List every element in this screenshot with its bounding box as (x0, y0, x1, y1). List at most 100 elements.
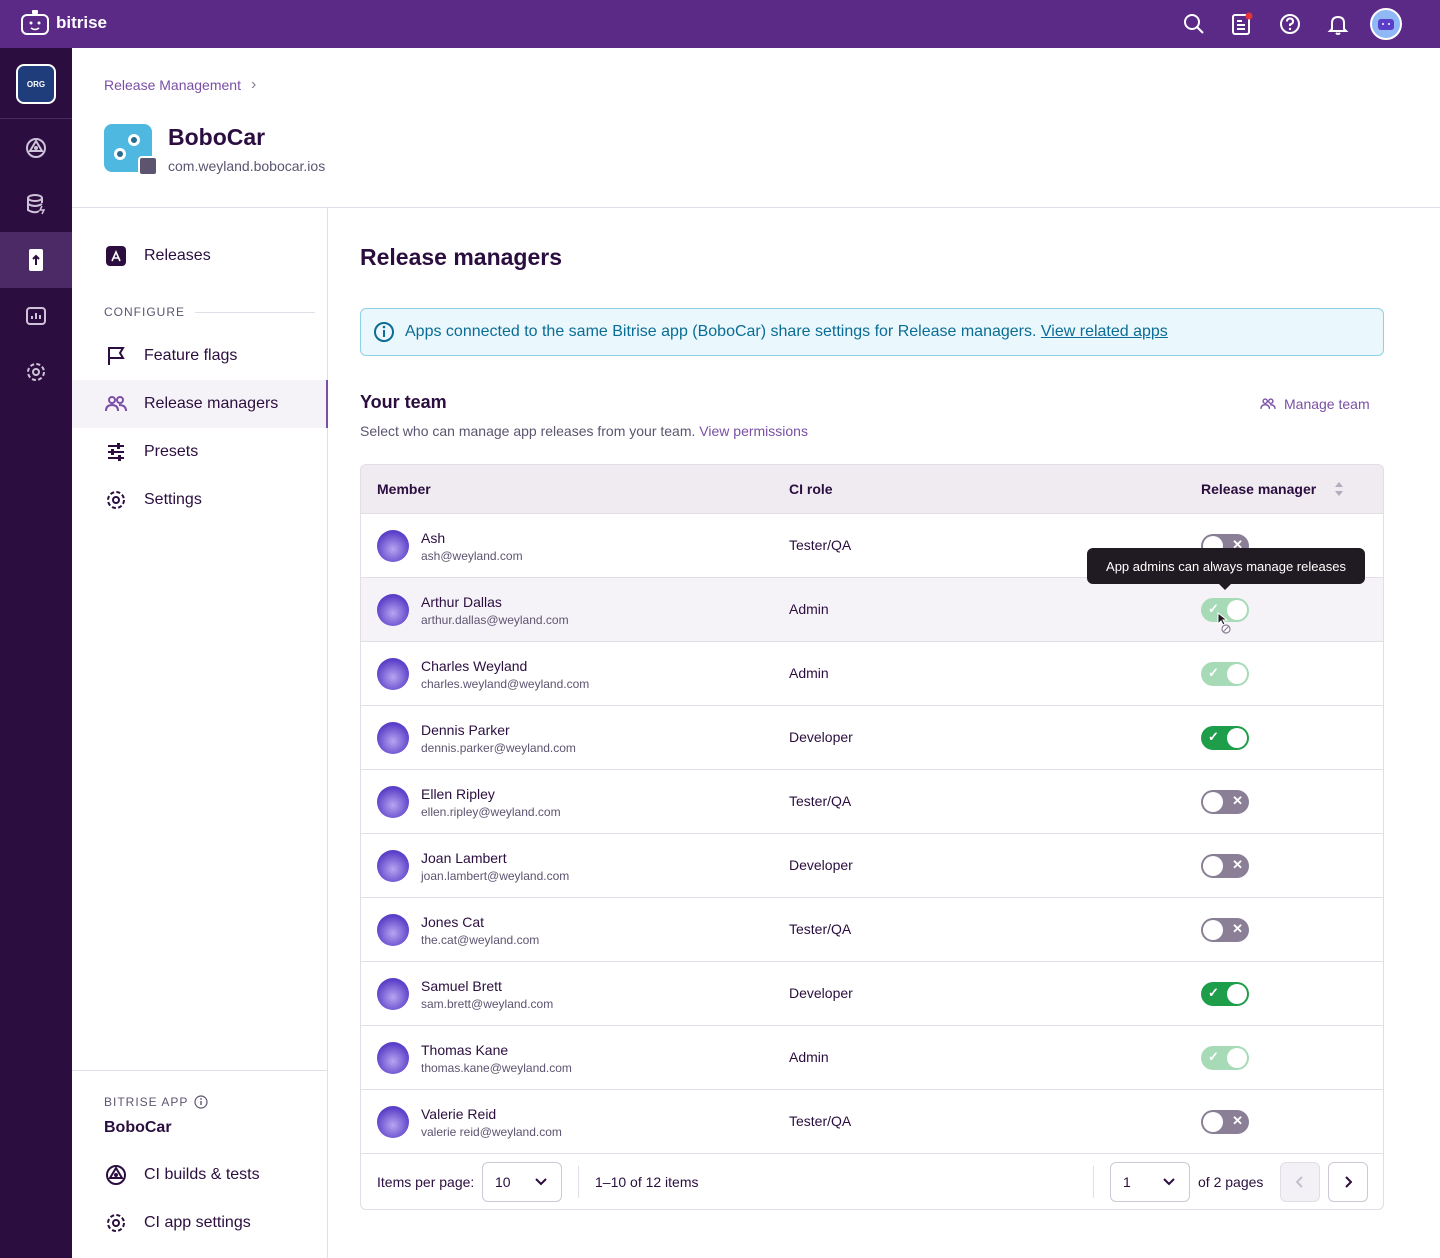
toggle-knob (1203, 792, 1223, 812)
member-email: sam.brett@weyland.com (421, 997, 554, 1011)
sidebar-item-label: Feature flags (144, 347, 238, 364)
column-ci-role: CI role (789, 481, 833, 497)
table-row: Ellen Ripley ellen.ripley@weyland.com Test… (361, 769, 1383, 833)
page-value: 1 (1123, 1174, 1131, 1190)
team-title: Your team (360, 392, 447, 412)
column-member: Member (377, 481, 431, 497)
member-name: Charles Weyland (421, 658, 528, 674)
ci-icon[interactable] (0, 120, 72, 176)
items-per-page-select[interactable]: 10 (482, 1162, 562, 1202)
avatar (377, 1042, 409, 1074)
check-icon: ✓ (1208, 1049, 1219, 1064)
table-header: Member CI role Release manager (361, 465, 1383, 513)
table-row: Thomas Kane thomas.kane@weyland.com Admin ✓ (361, 1025, 1383, 1089)
member-email: thomas.kane@weyland.com (421, 1061, 572, 1075)
release-manager-toggle[interactable]: ✕ (1201, 918, 1249, 942)
org-switcher[interactable]: ORG (16, 64, 56, 104)
changelog-icon[interactable] (1226, 8, 1258, 40)
next-page-button[interactable] (1328, 1162, 1368, 1202)
toggle-knob (1203, 920, 1223, 940)
sidebar-item-releases[interactable]: Releases (72, 232, 328, 280)
member-name: Valerie Reid (421, 1106, 497, 1122)
bitrise-app-name: BoboCar (104, 1119, 172, 1136)
bell-icon[interactable] (1322, 8, 1354, 40)
release-manager-toggle[interactable]: ✕ (1201, 790, 1249, 814)
avatar (377, 850, 409, 882)
member-email: charles.weyland@weyland.com (421, 677, 590, 691)
rail-divider (0, 118, 72, 119)
avatar (377, 1106, 409, 1138)
configure-label: CONFIGURE (104, 305, 185, 319)
items-per-page-label: Items per page: (377, 1174, 475, 1190)
manage-team-button[interactable]: Manage team (1260, 396, 1370, 412)
section-sidebar: Releases CONFIGURE Feature flags Release… (72, 208, 328, 1258)
release-manager-toggle[interactable]: ✓ (1201, 726, 1249, 750)
info-icon[interactable] (194, 1095, 208, 1109)
breadcrumb: Release Management › (104, 76, 256, 94)
sliders-icon (104, 440, 128, 464)
sidebar-item-ci-builds[interactable]: CI builds & tests (72, 1151, 328, 1199)
sidebar-item-label: CI app settings (144, 1214, 251, 1231)
member-email: arthur.dallas@weyland.com (421, 613, 569, 627)
column-release-manager[interactable]: Release manager (1201, 481, 1344, 497)
release-manager-toggle[interactable]: ✓ (1201, 982, 1249, 1006)
chevron-right-icon (1345, 1176, 1352, 1188)
search-icon[interactable] (1178, 8, 1210, 40)
database-icon[interactable] (0, 176, 72, 232)
table-row: Jones Cat the.cat@weyland.com Tester/QA ✕ (361, 897, 1383, 961)
table-row: Charles Weyland charles.weyland@weyland.c… (361, 641, 1383, 705)
x-icon: ✕ (1232, 921, 1243, 936)
sidebar-item-settings[interactable]: Settings (72, 476, 328, 524)
sidebar-item-ci-settings[interactable]: CI app settings (72, 1199, 328, 1247)
x-icon: ✕ (1232, 1113, 1243, 1128)
release-manager-toggle[interactable]: ✕ (1201, 854, 1249, 878)
table-row: Joan Lambert joan.lambert@weyland.com Deve… (361, 833, 1383, 897)
avatar (377, 722, 409, 754)
sidebar-item-label: Presets (144, 443, 199, 460)
sidebar-item-label: Settings (144, 491, 202, 508)
bitrise-logo[interactable]: bitrise (20, 10, 107, 36)
sort-icon[interactable] (1334, 481, 1344, 497)
member-name: Dennis Parker (421, 722, 510, 738)
prev-page-button[interactable] (1280, 1162, 1320, 1202)
release-manager-toggle[interactable]: ✕ (1201, 1110, 1249, 1134)
sidebar-item-presets[interactable]: Presets (72, 428, 328, 476)
check-icon: ✓ (1208, 665, 1219, 680)
view-permissions-link[interactable]: View permissions (699, 423, 808, 439)
ci-icon (104, 1163, 128, 1187)
members-table: Member CI role Release manager Ash ash@we… (360, 464, 1384, 1210)
user-avatar[interactable] (1370, 8, 1402, 40)
table-body: Ash ash@weyland.com Tester/QA ✕ Arthur Dalla… (361, 513, 1383, 1153)
breadcrumb-release-management[interactable]: Release Management (104, 77, 241, 93)
member-role: Developer (789, 857, 853, 873)
app-title: BoboCar (168, 124, 266, 150)
team-subtitle: Select who can manage app releases from … (360, 423, 808, 439)
sidebar-item-release-managers[interactable]: Release managers (72, 380, 328, 428)
sidebar-item-label: CI builds & tests (144, 1166, 260, 1183)
help-icon[interactable] (1274, 8, 1306, 40)
table-pagination: Items per page: 10 1–10 of 12 items 1 of… (361, 1153, 1383, 1209)
avatar (377, 914, 409, 946)
gear-icon (104, 488, 128, 512)
items-range: 1–10 of 12 items (595, 1174, 699, 1190)
sidebar-item-feature-flags[interactable]: Feature flags (72, 332, 328, 380)
release-icon[interactable] (0, 232, 72, 288)
member-email: joan.lambert@weyland.com (421, 869, 570, 883)
settings-icon[interactable] (0, 344, 72, 400)
member-email: dennis.parker@weyland.com (421, 741, 576, 755)
view-related-apps-link[interactable]: View related apps (1040, 323, 1168, 340)
insights-icon[interactable] (0, 288, 72, 344)
page-select[interactable]: 1 (1110, 1162, 1190, 1202)
member-role: Admin (789, 601, 829, 617)
toggle-knob (1227, 664, 1247, 684)
column-release-manager-label: Release manager (1201, 481, 1317, 497)
chevron-left-icon (1296, 1176, 1303, 1188)
org-badge-text: ORG (26, 79, 46, 89)
chevron-down-icon (535, 1178, 547, 1186)
table-row: Arthur Dallas arthur.dallas@weyland.com Ad… (361, 577, 1383, 641)
users-icon (1260, 398, 1276, 409)
toggle-knob (1227, 1048, 1247, 1068)
member-email: valerie reid@weyland.com (421, 1125, 562, 1139)
bitrise-app-section: BITRISE APP BoboCar CI builds & tests CI… (72, 1070, 328, 1258)
app-header: Release Management › BoboCar com.weyland… (72, 48, 1440, 208)
